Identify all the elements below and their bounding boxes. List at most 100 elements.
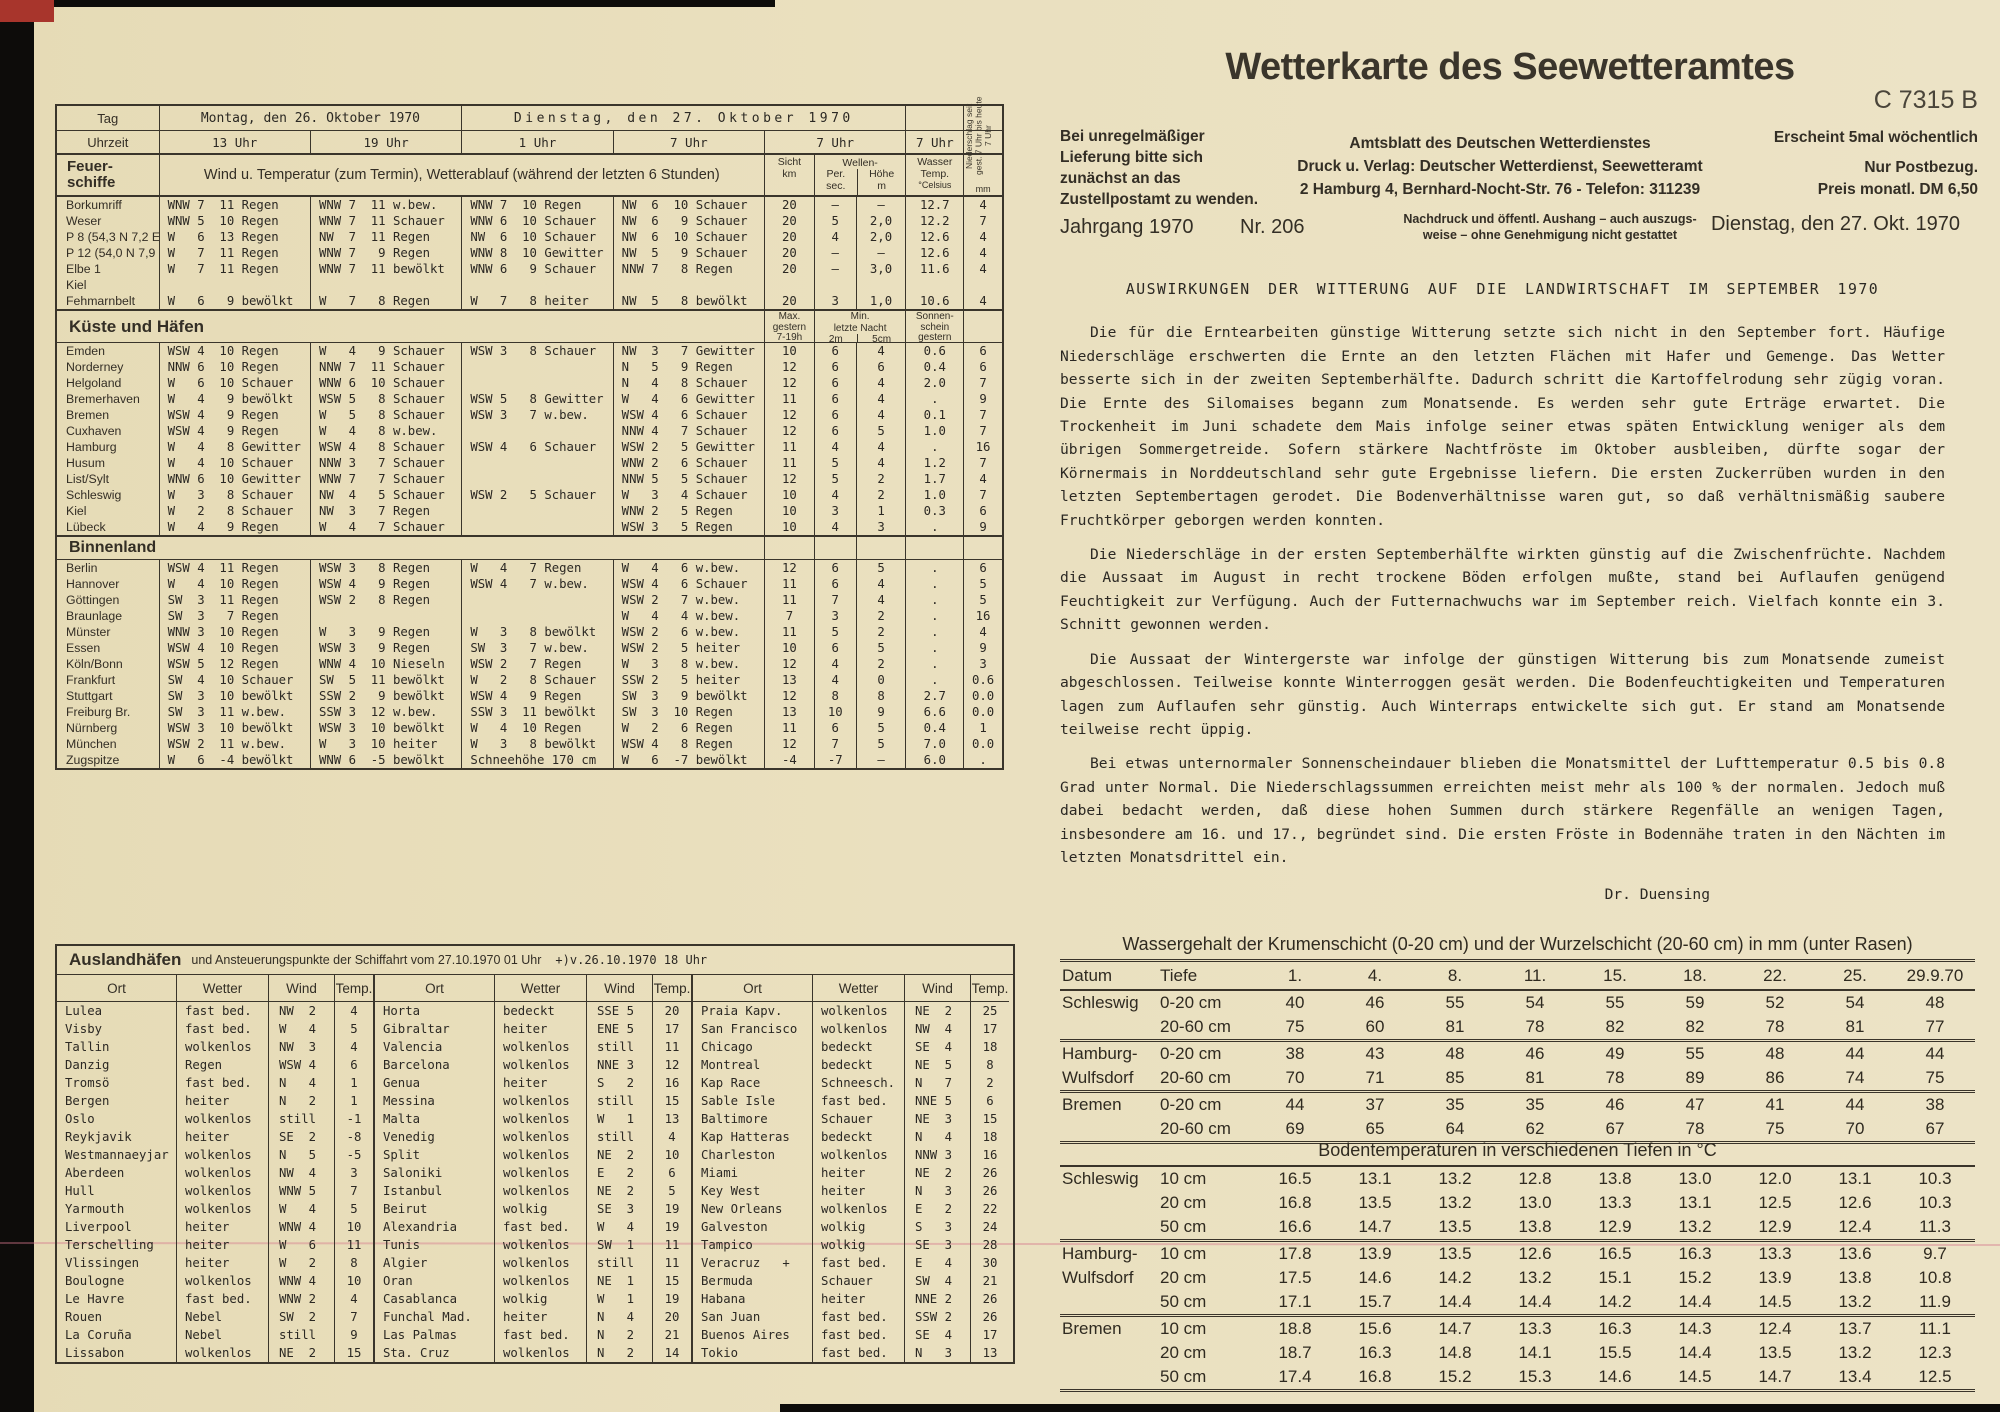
value-periode: – (815, 197, 857, 213)
value-min-5cm: 5 (857, 640, 907, 656)
value-min-2m: 6 (815, 407, 857, 423)
port-weather: wolkenlos (495, 1146, 587, 1164)
date-col: 18. (1683, 966, 1707, 985)
value: 16.5 (1598, 1244, 1632, 1263)
port-name: Hull (57, 1182, 177, 1200)
value: 49 (1605, 1044, 1625, 1063)
port-wind: S 2 (587, 1074, 653, 1092)
value-max: 12 (765, 471, 815, 487)
binnenland-band: Binnenland (57, 535, 1002, 560)
value: 16.6 (1278, 1217, 1312, 1236)
port-wind: E 2 (587, 1164, 653, 1182)
soil-temperature-row: Wulfsdorf 20 cm 17.5 14.6 14.2 13.2 15.1… (1060, 1266, 1975, 1290)
value-niederschlag: 0.6 (971, 673, 995, 687)
port-weather: wolkenlos (177, 1272, 269, 1290)
value-sonnenschein: . (906, 560, 965, 576)
obs-1uhr: WSW 2 5 Schauer (462, 487, 614, 503)
sicht-label: Sicht (777, 156, 802, 168)
value: 13.2 (1838, 1343, 1872, 1362)
table-row: Norderney NNW 6 10 Regen NNW 7 11 Schaue… (57, 359, 1002, 375)
value-sonnenschein: 2.7 (906, 688, 965, 704)
port-weather: wolkenlos (813, 1200, 905, 1218)
value: 81 (1845, 1017, 1865, 1036)
value: 13.5 (1358, 1193, 1392, 1212)
value-min-5cm: – (857, 752, 907, 768)
ports-column-headers: Ort Wetter Wind Temp. (693, 975, 1009, 1002)
port-weather: heiter (813, 1182, 905, 1200)
niederschlag-header: Niederschlag seit gest. 7 Uhr bis heute … (964, 97, 1002, 195)
value-max: 13 (765, 704, 815, 720)
station-name: Kiel (57, 503, 160, 519)
value-max: -4 (765, 752, 815, 768)
ports-group-1: Ort Wetter Wind Temp. Lulea fast bed. NW… (57, 975, 375, 1362)
port-temp: 8 (986, 1058, 994, 1072)
station-name: Borkumriff (57, 197, 160, 213)
value: 16.5 (1278, 1169, 1312, 1188)
port-weather: wolkig (813, 1236, 905, 1254)
port-weather: wolkenlos (495, 1164, 587, 1182)
niederschlag-vertical-label: Niederschlag seit gest. 7 Uhr bis heute … (964, 96, 994, 176)
value-hoehe: 3,0 (857, 261, 907, 277)
port-row: Las Palmas fast bed. N 2 21 (375, 1326, 691, 1344)
binnenland-section-title: Binnenland (57, 537, 765, 559)
port-row: Montreal bedeckt NE 5 8 (693, 1056, 1009, 1074)
port-name: Miami (693, 1164, 813, 1182)
tag-label: Tag (57, 106, 160, 130)
port-row: Hull wolkenlos WNW 5 7 (57, 1182, 373, 1200)
port-weather: heiter (813, 1290, 905, 1308)
obs-19uhr (311, 608, 463, 624)
station-name: München (57, 736, 160, 752)
depth: 0-20 cm (1160, 1095, 1222, 1114)
port-temp: 1 (350, 1076, 358, 1090)
port-temp: 8 (350, 1256, 358, 1270)
value: 15.3 (1518, 1367, 1552, 1386)
value-max: 11 (765, 391, 815, 407)
port-name: Istanbul (375, 1182, 495, 1200)
obs-1uhr: WSW 3 8 Schauer (462, 343, 614, 359)
port-row: Tunis wolkenlos SW 1 11 (375, 1236, 691, 1254)
port-weather: fast bed. (495, 1218, 587, 1236)
port-weather: wolkenlos (177, 1146, 269, 1164)
port-name: Key West (693, 1182, 813, 1200)
value-niederschlag: 9 (979, 641, 987, 655)
port-row: Messina wolkenlos still 15 (375, 1092, 691, 1110)
table-row: Borkumriff WNW 7 11 Regen WNW 7 11 w.bew… (57, 197, 1002, 213)
value-min-2m: 3 (815, 608, 857, 624)
station: Wulfsdorf (1062, 1268, 1134, 1287)
value: 13.7 (1838, 1319, 1872, 1338)
value: 81 (1525, 1068, 1545, 1087)
value: 11.1 (1919, 1319, 1951, 1338)
obs-1uhr: W 3 8 bewölkt (462, 736, 614, 752)
port-weather: wolkenlos (495, 1110, 587, 1128)
port-wind: W 6 (269, 1236, 335, 1254)
ports-column-headers: Ort Wetter Wind Temp. (375, 975, 691, 1002)
value: 13.8 (1518, 1217, 1552, 1236)
station (1060, 1191, 1160, 1215)
port-temp: 15 (664, 1274, 680, 1288)
port-row: Bergen heiter N 2 1 (57, 1092, 373, 1110)
port-row: Horta bedeckt SSE 5 20 (375, 1002, 691, 1020)
port-name: Funchal Mad. (375, 1308, 495, 1326)
port-name: Galveston (693, 1218, 813, 1236)
obs-7uhr: NW 5 9 Schauer (614, 245, 766, 261)
value: 13.2 (1678, 1217, 1712, 1236)
port-weather: Nebel (177, 1308, 269, 1326)
obs-19uhr: NW 3 7 Regen (311, 503, 463, 519)
value-periode: 4 (815, 229, 857, 245)
port-weather: wolkenlos (177, 1038, 269, 1056)
port-temp: 9 (350, 1328, 358, 1342)
value: 16.8 (1278, 1193, 1312, 1212)
obs-19uhr (311, 277, 463, 293)
value-min-5cm: 4 (857, 439, 907, 455)
table-row: Kiel (57, 277, 1002, 293)
port-wind: SW 4 (905, 1272, 971, 1290)
port-name: Reykjavik (57, 1128, 177, 1146)
value: 48 (1765, 1044, 1785, 1063)
obs-1uhr: WSW 5 8 Gewitter (462, 391, 614, 407)
port-temp: 11 (346, 1238, 362, 1252)
port-temp: 4 (350, 1004, 358, 1018)
value-periode: – (815, 245, 857, 261)
port-row: Praia Kapv. wolkenlos NE 2 25 (693, 1002, 1009, 1020)
obs-19uhr: WSW 3 10 bewölkt (311, 720, 463, 736)
port-row: Veracruz + fast bed. E 4 30 (693, 1254, 1009, 1272)
